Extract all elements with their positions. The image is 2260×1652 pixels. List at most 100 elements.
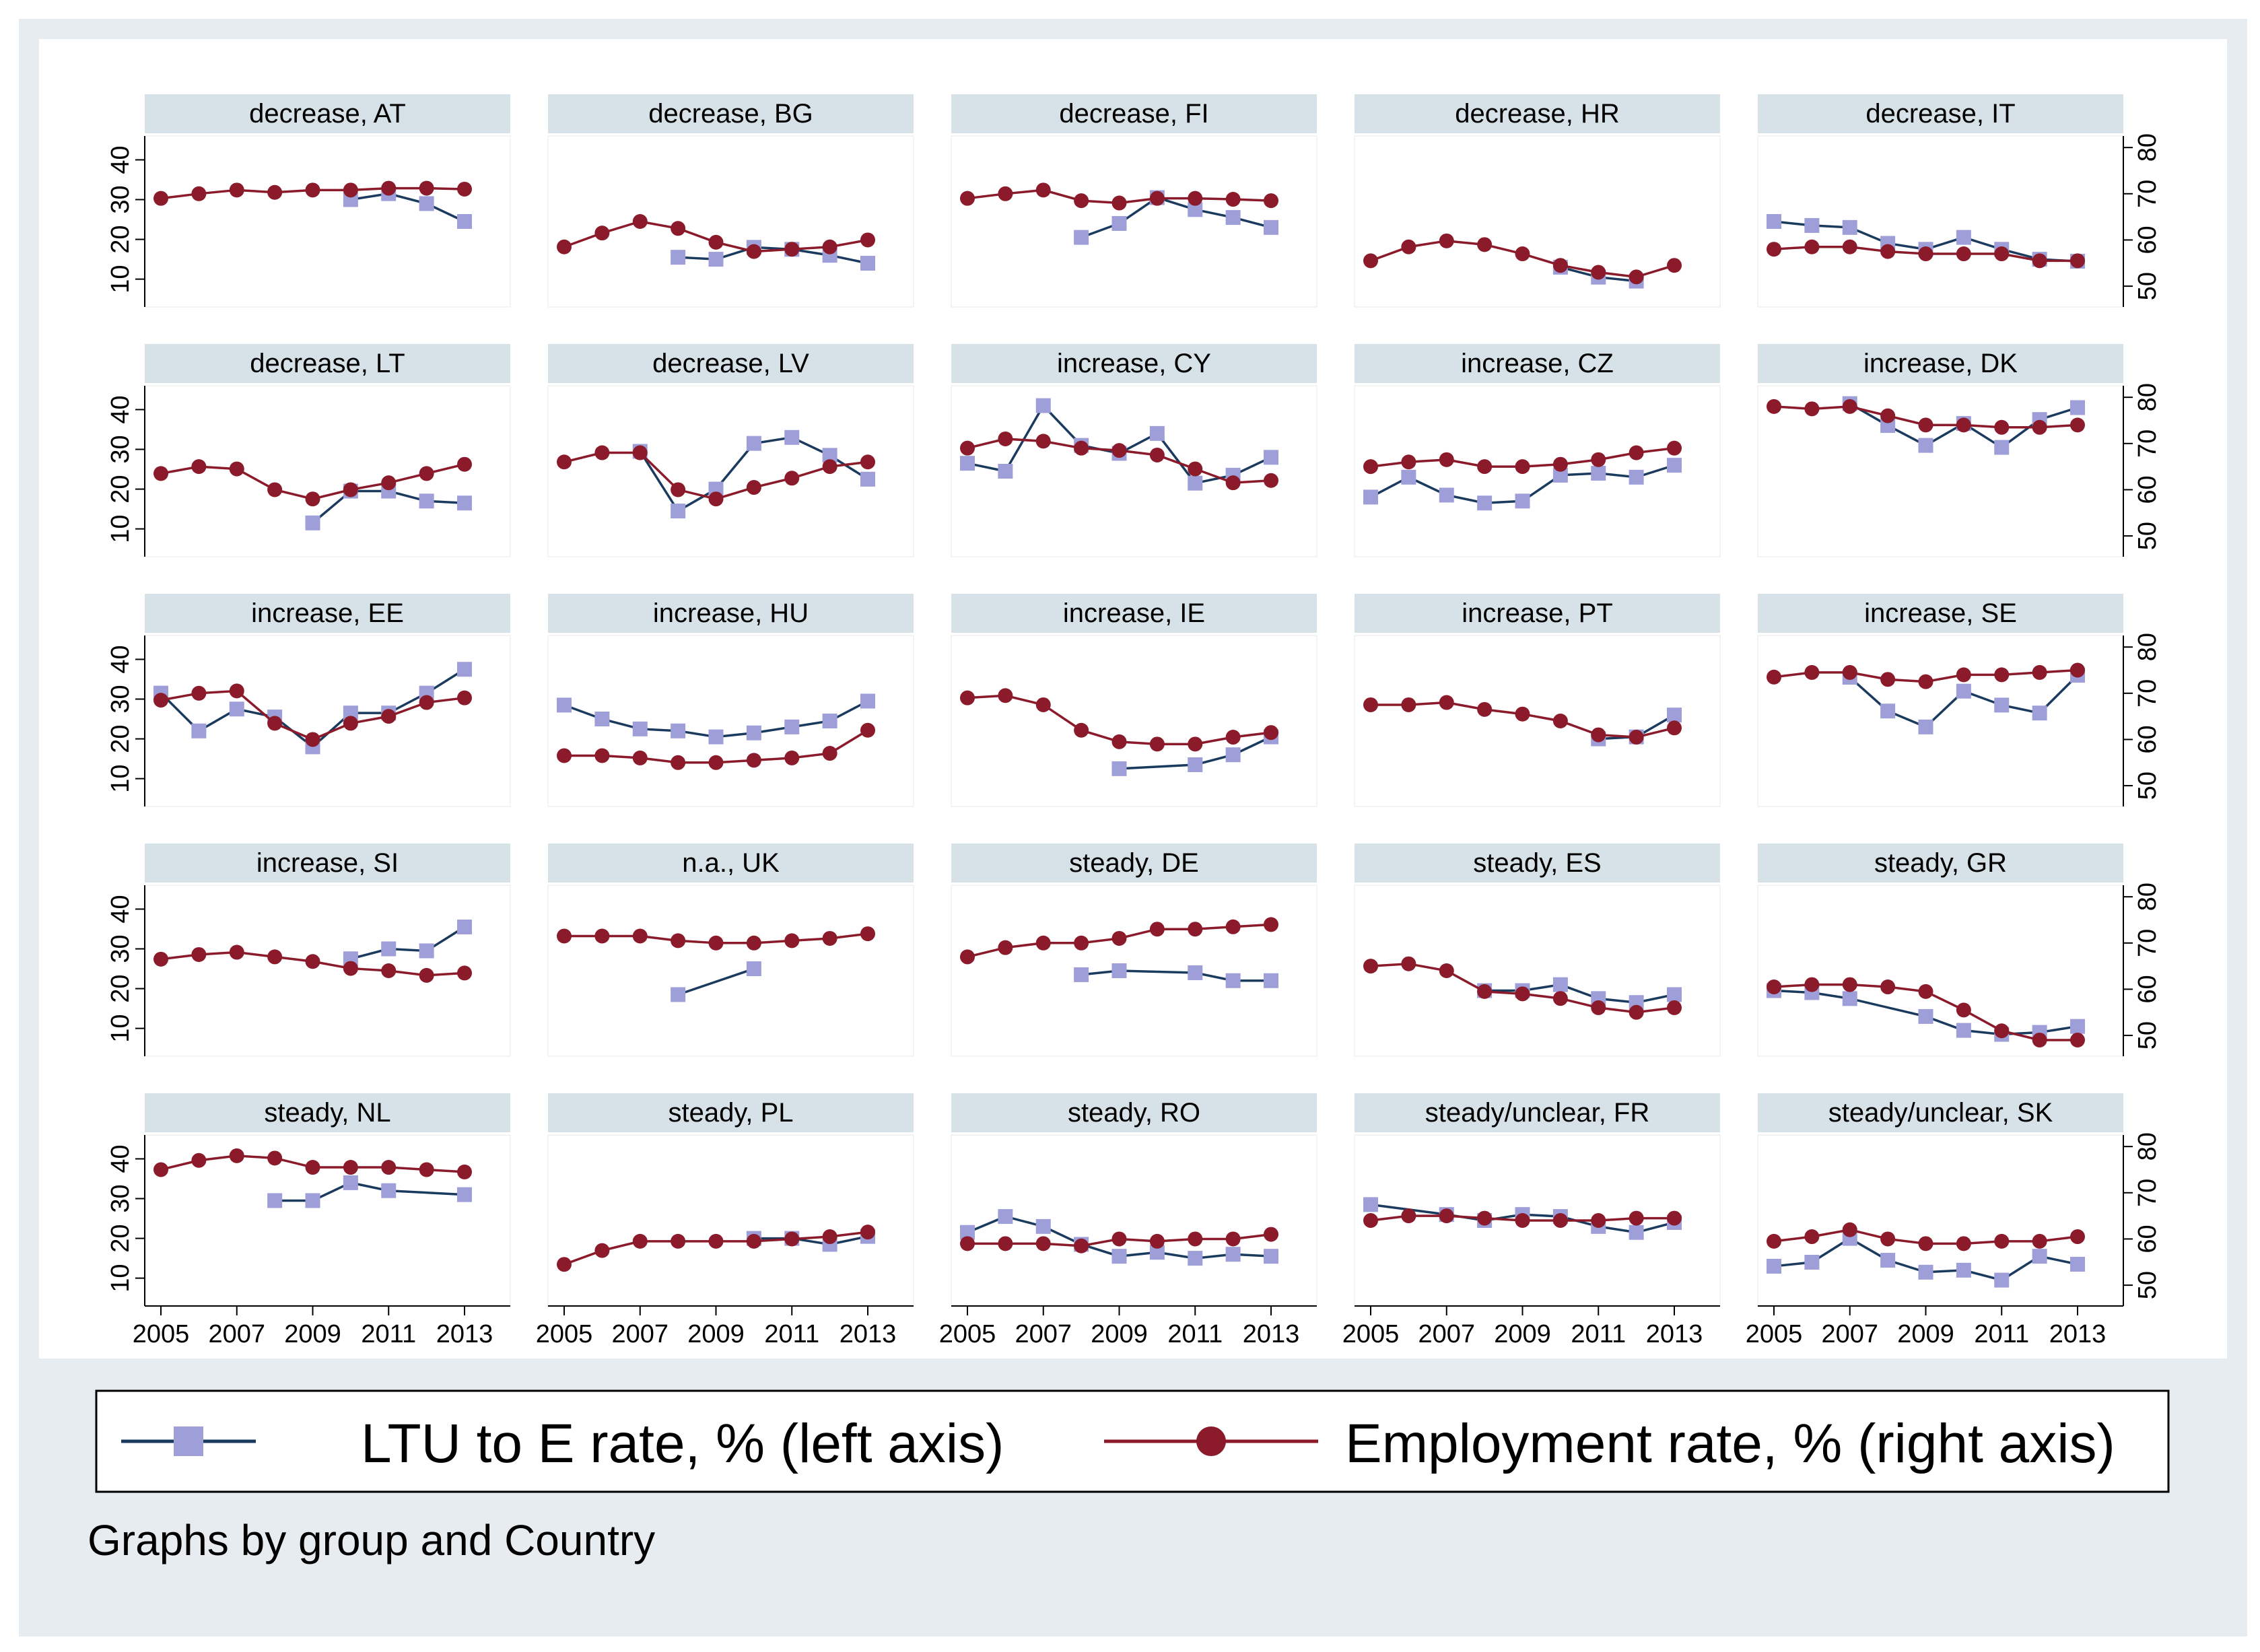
ltu-point xyxy=(1880,1253,1896,1268)
emp-point xyxy=(1591,452,1606,467)
ltu-point xyxy=(1035,398,1051,413)
left-axis-tick-label: 30 xyxy=(106,1184,135,1212)
panel-header xyxy=(1355,1093,1720,1132)
panel-header xyxy=(145,94,510,133)
ltu-point xyxy=(860,471,875,487)
emp-point xyxy=(1264,917,1278,932)
panel-decrease-lv: decrease, LV xyxy=(547,344,914,557)
ltu-point xyxy=(1804,217,1820,233)
ltu-point xyxy=(1629,469,1644,485)
emp-point xyxy=(1629,1210,1644,1226)
panel-title: decrease, FI xyxy=(1059,99,1208,129)
panel-steady-pl: steady, PL 2005 2007 2009 2011 2013 xyxy=(536,1093,914,1348)
emp-point xyxy=(1439,1208,1454,1224)
emp-point xyxy=(1767,979,1781,995)
plot-area xyxy=(144,135,511,308)
x-axis-tick-label: 2005 xyxy=(1746,1320,1803,1348)
ltu-point xyxy=(671,504,686,519)
emp-point xyxy=(381,475,397,491)
emp-point xyxy=(1918,417,1933,433)
ltu-point xyxy=(594,712,610,727)
right-axis-tick-label: 60 xyxy=(2133,475,2162,504)
emp-point xyxy=(1552,258,1568,273)
ltu-point xyxy=(1842,991,1857,1006)
emp-point xyxy=(1264,1227,1278,1242)
emp-point xyxy=(229,182,244,198)
panel-title: increase, SE xyxy=(1864,598,2017,628)
ltu-point xyxy=(1188,757,1203,772)
panel-header xyxy=(1758,94,2123,133)
emp-point xyxy=(1994,1023,2010,1039)
emp-point xyxy=(1804,401,1820,417)
emp-point xyxy=(594,445,610,460)
emp-point xyxy=(1552,1213,1568,1228)
panel-title: decrease, LV xyxy=(652,349,809,378)
plot-area xyxy=(1757,385,2124,557)
right-axis-tick-label: 80 xyxy=(2133,633,2162,661)
ltu-point xyxy=(1188,475,1203,491)
ltu-point xyxy=(1804,1255,1820,1270)
emp-point xyxy=(708,234,724,250)
panel-steady-unclear-sk: steady/unclear, SK 50 60 70 80 2005 2007 2009 20… xyxy=(1746,1093,2162,1348)
panel-title: steady, ES xyxy=(1473,848,1601,878)
panel-header xyxy=(548,594,914,633)
panel-header xyxy=(145,594,510,633)
emp-point xyxy=(1401,239,1416,254)
panel-title: increase, CY xyxy=(1057,349,1211,378)
emp-point xyxy=(267,949,283,965)
panel-decrease-at: decrease, AT 10 20 30 40 xyxy=(106,94,511,308)
emp-point xyxy=(1515,459,1530,475)
emp-point xyxy=(1264,193,1278,209)
emp-point xyxy=(1956,246,1971,262)
emp-point xyxy=(381,709,397,724)
emp-point xyxy=(1956,417,1971,433)
panel-title: increase, SI xyxy=(256,848,399,878)
ltu-point xyxy=(1035,1218,1051,1234)
emp-point xyxy=(557,1257,572,1272)
ltu-point xyxy=(1842,219,1857,235)
emp-point xyxy=(746,480,761,495)
ltu-point xyxy=(1439,487,1454,503)
emp-point xyxy=(1629,269,1644,285)
emp-point xyxy=(784,471,800,486)
ltu-point xyxy=(1667,458,1682,473)
ltu-point xyxy=(1667,708,1682,723)
emp-point xyxy=(557,239,572,254)
ltu-point xyxy=(1880,703,1896,719)
emp-point xyxy=(1956,1236,1971,1251)
panel-title: increase, HU xyxy=(653,598,809,628)
emp-point xyxy=(746,1233,761,1249)
emp-point xyxy=(1264,725,1278,741)
ltu-point xyxy=(1264,219,1278,235)
panel-header xyxy=(548,94,914,133)
x-axis-tick-label: 2007 xyxy=(1015,1320,1072,1348)
emp-point xyxy=(343,716,358,731)
emp-point xyxy=(1994,419,2010,435)
emp-point xyxy=(1767,399,1781,414)
emp-point xyxy=(1477,984,1493,999)
ltu-point xyxy=(1149,1245,1165,1260)
ltu-point xyxy=(671,250,686,265)
panel-header xyxy=(145,844,510,883)
ltu-point xyxy=(2032,705,2047,721)
panel-title: increase, EE xyxy=(251,598,404,628)
plot-area xyxy=(144,885,511,1057)
ltu-point xyxy=(1477,495,1493,511)
ltu-point xyxy=(960,456,975,471)
emp-point xyxy=(1477,237,1493,252)
x-axis-tick-label: 2005 xyxy=(1342,1320,1400,1348)
ltu-point xyxy=(381,941,397,957)
ltu-point xyxy=(191,723,207,738)
panel-decrease-hr: decrease, HR xyxy=(1354,94,1721,308)
emp-point xyxy=(746,244,761,259)
panel-header xyxy=(1758,1093,2123,1132)
emp-point xyxy=(305,954,320,969)
emp-point xyxy=(1149,922,1165,937)
left-axis-tick-label: 40 xyxy=(106,645,135,673)
panel-increase-dk: increase, DK 50 60 70 80 xyxy=(1757,344,2162,557)
emp-point xyxy=(822,459,837,475)
right-axis-tick-label: 70 xyxy=(2133,929,2162,957)
ltu-point xyxy=(419,493,434,509)
emp-point xyxy=(1225,919,1241,934)
ltu-point xyxy=(960,1225,975,1240)
